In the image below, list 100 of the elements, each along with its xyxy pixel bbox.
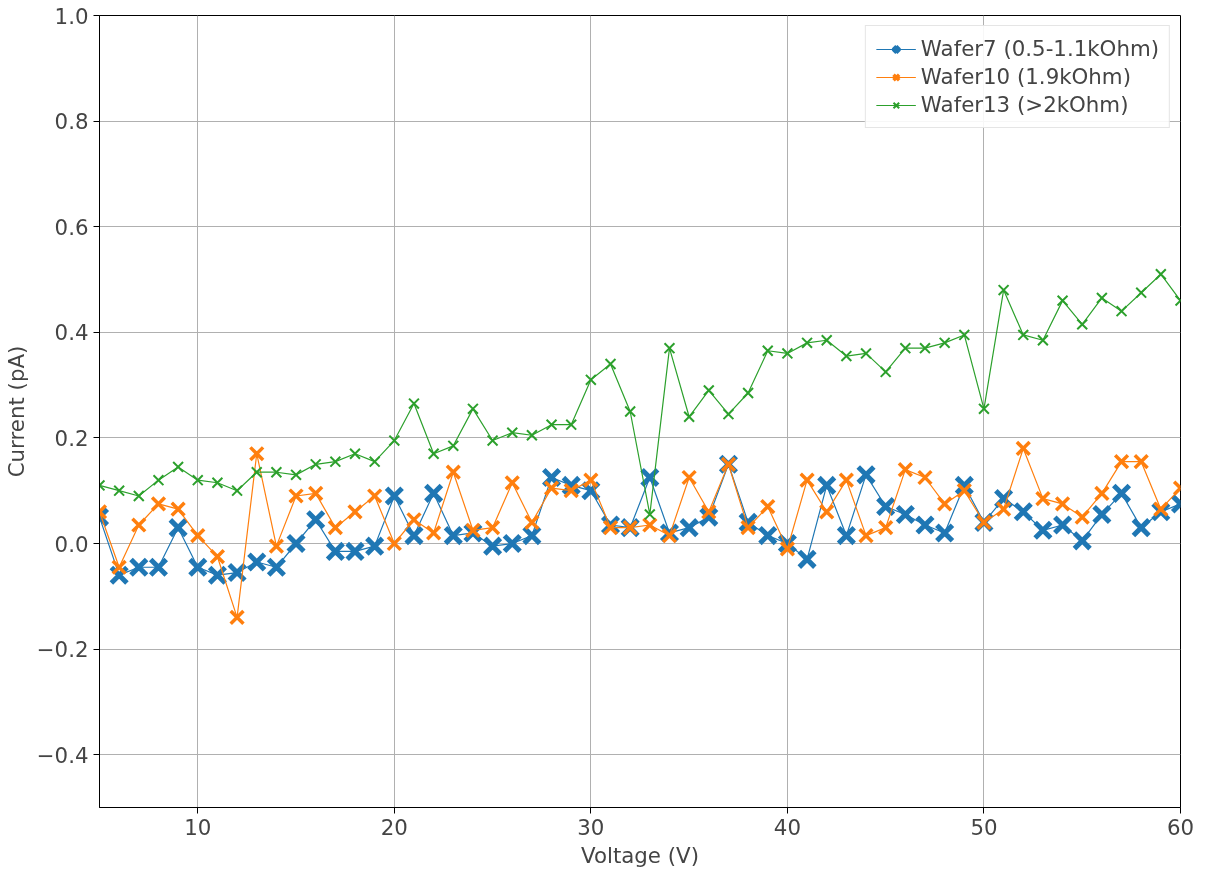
point [761,344,774,357]
point [916,469,934,486]
point [838,472,855,489]
point [427,447,440,460]
point [779,540,796,557]
point [445,464,462,481]
point [523,514,541,531]
text: 0.0 [54,531,89,557]
point [938,336,951,349]
point [565,418,578,431]
point [757,525,779,546]
point [1111,483,1132,504]
point [700,503,717,520]
point [759,498,776,515]
point [305,509,326,531]
point [1091,504,1113,525]
x-tick-label: 60 [1166,814,1195,840]
point [1034,490,1052,507]
point [1015,440,1032,457]
legend-label: Wafer10 (1.9kOhm) [920,64,1131,89]
point [860,347,872,360]
point [875,496,896,517]
point [250,466,263,479]
point [742,387,755,399]
point [899,342,912,355]
point [997,284,1010,297]
point [934,522,955,544]
point [466,402,479,415]
point [582,472,599,489]
point [1074,508,1091,526]
point [1115,305,1128,318]
point [1154,268,1167,281]
point [643,508,656,521]
point [543,479,560,497]
point [1012,501,1034,523]
point [857,527,875,544]
point [329,455,342,468]
point [919,342,931,355]
point [663,342,676,355]
point [486,434,499,447]
point [978,402,990,415]
point [386,535,403,552]
point [879,365,892,378]
point [327,519,344,536]
point [661,527,678,544]
point [798,472,816,489]
point [111,559,128,576]
point [877,519,894,536]
point [958,328,971,341]
point [506,426,519,439]
point [818,503,835,520]
y-tick-label: −0.4 [36,742,89,768]
point [681,469,698,486]
legend-label: Wafer13 (>2kOhm) [920,92,1129,117]
point [722,408,735,421]
point [1095,292,1108,304]
point [152,474,165,487]
point [388,434,401,447]
point [624,405,637,418]
x-tick-label: 30 [577,814,605,840]
point [1076,318,1089,331]
point [1071,530,1093,552]
point [1133,453,1150,470]
point [897,461,914,478]
y-axis-title: Current (pA) [3,345,29,478]
point [290,468,302,481]
point [563,482,580,499]
text: 0.2 [54,425,89,451]
point [384,485,405,507]
y-tick-label: −0.2 [36,637,89,663]
point [1130,517,1152,538]
point [820,334,833,347]
point [840,350,853,363]
point [130,516,147,534]
point [1056,294,1069,307]
x-tick-label: 20 [380,814,408,840]
point [781,347,794,360]
text: 0.8 [54,109,89,135]
point [349,447,361,460]
point [1017,328,1030,341]
point [425,524,442,542]
point [211,476,224,489]
point [801,336,814,349]
point [545,418,558,431]
point [405,511,423,528]
point [796,549,818,570]
point [285,533,307,554]
point [1054,495,1071,513]
point [150,495,167,513]
point [1152,501,1169,518]
point [187,556,209,578]
x-tick-label: 10 [184,814,212,840]
text: 0.6 [54,214,89,240]
point [403,525,425,546]
point [895,504,916,525]
point [209,548,226,565]
point [228,609,246,626]
text: 0.4 [54,320,89,346]
point [836,525,857,546]
point [408,397,420,410]
